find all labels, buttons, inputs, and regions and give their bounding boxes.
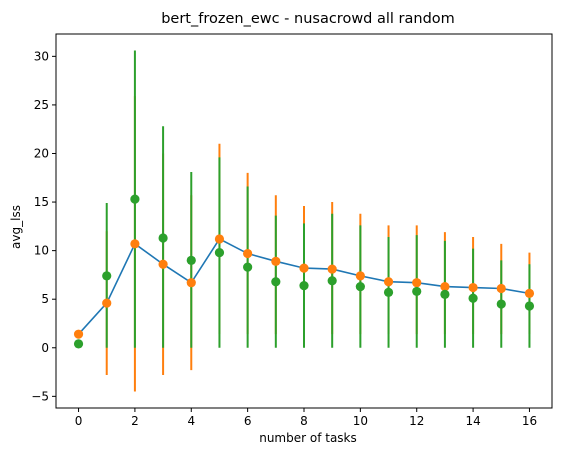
x-tick-label-16: 16 [522,414,537,428]
point-orange-9 [327,264,337,274]
point-orange-3 [158,259,168,269]
chart-title: bert_frozen_ewc - nusacrowd all random [161,11,455,27]
point-orange-4 [186,278,196,288]
plot-area [73,50,535,392]
point-green-7 [271,277,281,287]
point-green-2 [130,194,140,204]
point-green-15 [496,299,506,309]
point-orange-1 [102,298,112,308]
x-tick-label-2: 2 [131,414,139,428]
point-green-10 [355,281,365,292]
point-orange-12 [412,278,422,288]
x-tick-label-8: 8 [300,414,308,428]
point-green-1 [102,271,112,281]
y-tick-label--5: −5 [31,389,49,403]
point-orange-11 [383,277,394,287]
point-green-16 [524,301,535,311]
point-green-3 [158,233,168,243]
axes: 0 2 4 6 8 10 12 14 16 −5 0 5 10 15 20 25 30 [31,33,553,428]
x-tick-label-0: 0 [75,414,83,428]
point-orange-16 [524,288,535,298]
x-tick-label-14: 14 [465,414,480,428]
y-axis-label: avg_lss [9,205,23,249]
y-tick-label-15: 15 [34,195,49,209]
point-green-9 [327,276,337,286]
x-tick-label-12: 12 [409,414,424,428]
y-tick-label-30: 30 [34,49,49,63]
point-orange-10 [355,271,365,281]
point-orange-15 [496,283,506,294]
point-green-11 [383,287,394,297]
y-tick-label-10: 10 [34,244,49,258]
point-orange-7 [271,256,281,266]
point-orange-2 [130,239,140,249]
point-green-13 [440,289,450,299]
point-orange-13 [440,281,450,292]
point-green-6 [243,262,253,272]
point-orange-5 [214,234,225,244]
point-orange-0 [73,329,84,339]
x-tick-label-6: 6 [244,414,252,428]
point-green-12 [412,286,422,297]
y-tick-label-25: 25 [34,98,49,112]
x-tick-label-10: 10 [353,414,368,428]
x-tick-label-4: 4 [187,414,195,428]
point-green-5 [214,247,225,258]
point-orange-6 [243,248,253,259]
point-green-14 [468,293,478,303]
x-axis-label: number of tasks [259,431,357,445]
point-orange-8 [299,263,309,273]
point-green-8 [299,281,309,291]
y-tick-label-0: 0 [41,341,49,355]
point-orange-14 [468,282,478,293]
y-tick-label-20: 20 [34,146,49,160]
point-green-0 [73,339,84,349]
point-green-4 [186,255,196,265]
y-tick-label-5: 5 [41,292,49,306]
